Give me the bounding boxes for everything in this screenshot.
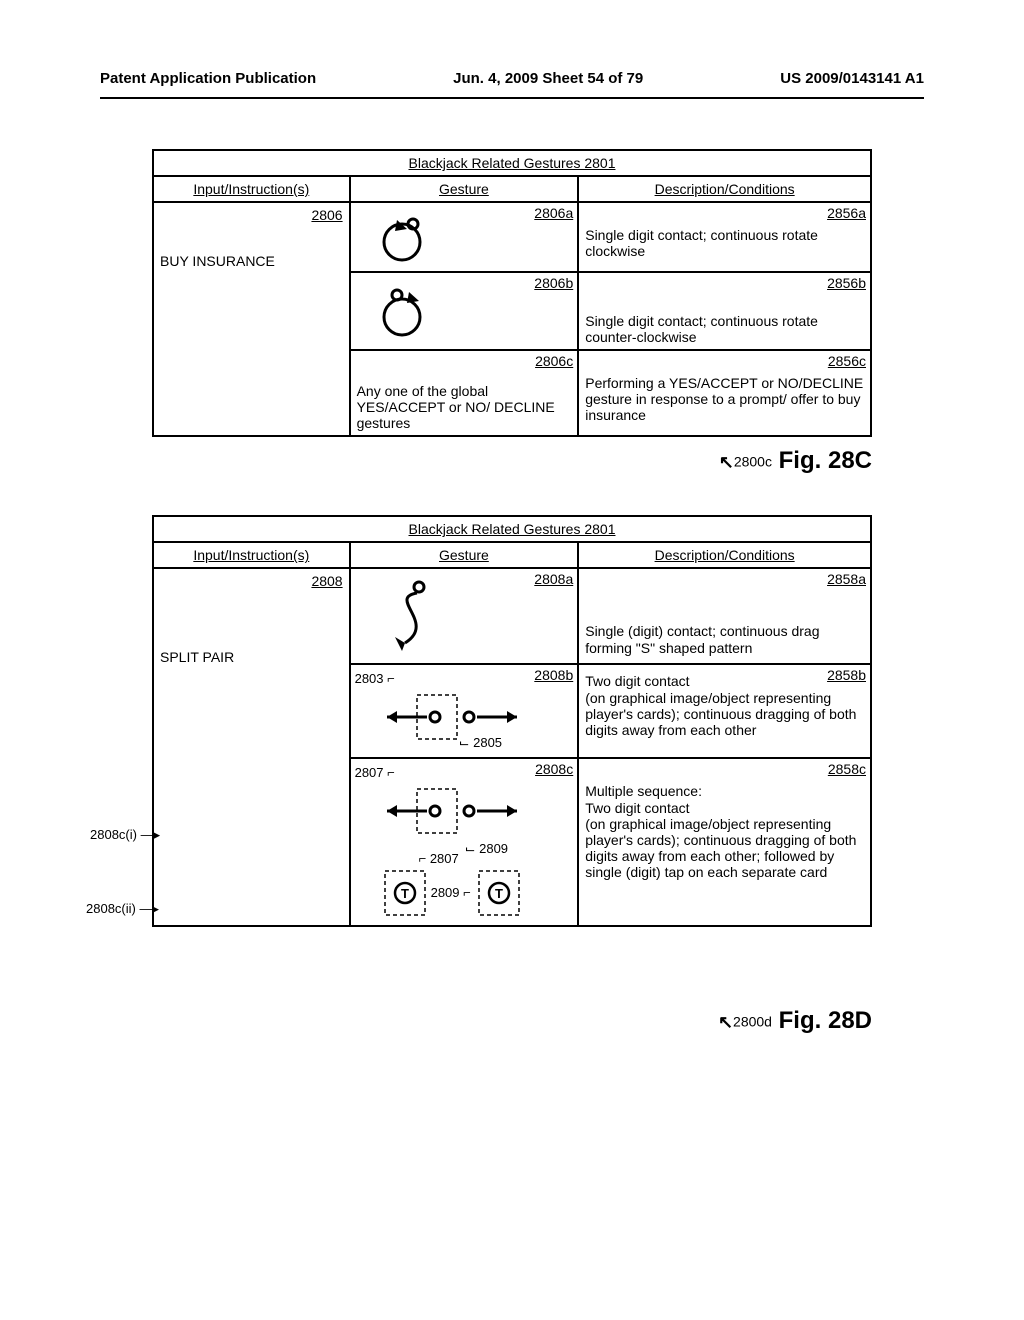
header-rule [100, 97, 924, 99]
desc-2856a: 2856a Single digit contact; continuous r… [578, 202, 871, 272]
gesture-text: Any one of the global YES/ACCEPT or NO/ … [357, 383, 572, 431]
desc-ref: 2858a [827, 571, 866, 587]
fig28c-caption: ↖2800c Fig. 28C [152, 447, 872, 475]
desc-ref: 2856a [827, 205, 866, 221]
label-2807a: 2807 [355, 765, 384, 780]
svg-text:T: T [401, 886, 409, 901]
desc-text: Two digit contact (on graphical image/ob… [585, 673, 864, 737]
col-desc: Description/Conditions [578, 176, 871, 202]
caption-text: Fig. 28C [779, 447, 872, 474]
svg-text:T: T [495, 886, 503, 901]
caption-ref: 2800d [733, 1014, 772, 1030]
desc-2858c: 2858c Multiple sequence: Two digit conta… [578, 758, 871, 926]
fig28d-table: Blackjack Related Gestures 2801 Input/In… [152, 515, 872, 927]
desc-text: Single digit contact; continuous rotate … [585, 227, 864, 259]
gesture-ref: 2808c [535, 761, 573, 777]
caption-ref: 2800c [734, 454, 772, 470]
desc-2858b: 2858b Two digit contact (on graphical im… [578, 664, 871, 758]
side-label-2808cii: 2808c(ii) —▸ [86, 901, 159, 917]
col-input: Input/Instruction(s) [153, 176, 350, 202]
rotate-counterclockwise-icon [357, 277, 447, 345]
patent-page: Patent Application Publication Jun. 4, 2… [0, 0, 1024, 1320]
input-label: BUY INSURANCE [160, 253, 343, 269]
side-label-2808ci: 2808c(i) —▸ [90, 827, 160, 843]
gesture-ref: 2806a [534, 205, 573, 221]
gesture-2808b: 2808b 2803 ⌐ ⌙ 2805 [350, 664, 579, 758]
desc-2858a: 2858a Single (digit) contact; continuous… [578, 568, 871, 664]
desc-text: Performing a YES/ACCEPT or NO/DECLINE ge… [585, 375, 864, 423]
label-2807b: 2807 [430, 851, 459, 866]
label-2805: 2805 [473, 735, 502, 750]
gesture-2806b: 2806b [350, 272, 579, 350]
desc-text: Single digit contact; continuous rotate … [585, 313, 864, 345]
fig28c-table: Blackjack Related Gestures 2801 Input/In… [152, 149, 872, 437]
gesture-2808c: 2808c 2807 ⌐ ⌙ 2809 ⌐ 2807 [350, 758, 579, 926]
header-left: Patent Application Publication [100, 70, 316, 87]
gesture-ref: 2806b [534, 275, 573, 291]
label-2803: 2803 [355, 671, 384, 686]
fig28d-caption: ↖2800d Fig. 28D [152, 1007, 872, 1035]
two-digit-spread-icon [357, 683, 547, 753]
gesture-ref: 2806c [535, 353, 573, 369]
desc-text: Single (digit) contact; continuous drag … [585, 623, 864, 655]
desc-ref: 2858c [828, 761, 866, 777]
gesture-2808a: 2808a [350, 568, 579, 664]
col-desc: Description/Conditions [578, 542, 871, 568]
desc-ref: 2858b [827, 667, 866, 683]
header-right: US 2009/0143141 A1 [780, 70, 924, 87]
col-gesture: Gesture [350, 176, 579, 202]
gesture-ref: 2808b [534, 667, 573, 683]
gesture-2806a: 2806a [350, 202, 579, 272]
desc-ref: 2856b [827, 275, 866, 291]
label-2809b: 2809 [431, 885, 460, 900]
rotate-clockwise-icon [357, 207, 447, 267]
gesture-ref: 2808a [534, 571, 573, 587]
input-ref: 2808 [160, 573, 343, 589]
col-input: Input/Instruction(s) [153, 542, 350, 568]
input-label: SPLIT PAIR [160, 649, 343, 665]
fig28d-title: Blackjack Related Gestures 2801 [153, 516, 871, 542]
label-2809a: 2809 [479, 841, 508, 856]
caption-text: Fig. 28D [779, 1007, 872, 1034]
input-cell: 2806 BUY INSURANCE [153, 202, 350, 436]
input-cell: 2808 SPLIT PAIR [153, 568, 350, 926]
spread-step1-icon [357, 777, 547, 847]
header-center: Jun. 4, 2009 Sheet 54 of 79 [453, 70, 643, 87]
desc-2856b: 2856b Single digit contact; continuous r… [578, 272, 871, 350]
desc-2856c: 2856c Performing a YES/ACCEPT or NO/DECL… [578, 350, 871, 436]
col-gesture: Gesture [350, 542, 579, 568]
page-header: Patent Application Publication Jun. 4, 2… [100, 70, 924, 87]
gesture-2806c: 2806c Any one of the global YES/ACCEPT o… [350, 350, 579, 436]
s-shape-icon [357, 573, 467, 659]
fig28c-title: Blackjack Related Gestures 2801 [153, 150, 871, 176]
desc-ref: 2856c [828, 353, 866, 369]
desc-text: Multiple sequence: Two digit contact (on… [585, 783, 864, 880]
input-ref: 2806 [160, 207, 343, 223]
